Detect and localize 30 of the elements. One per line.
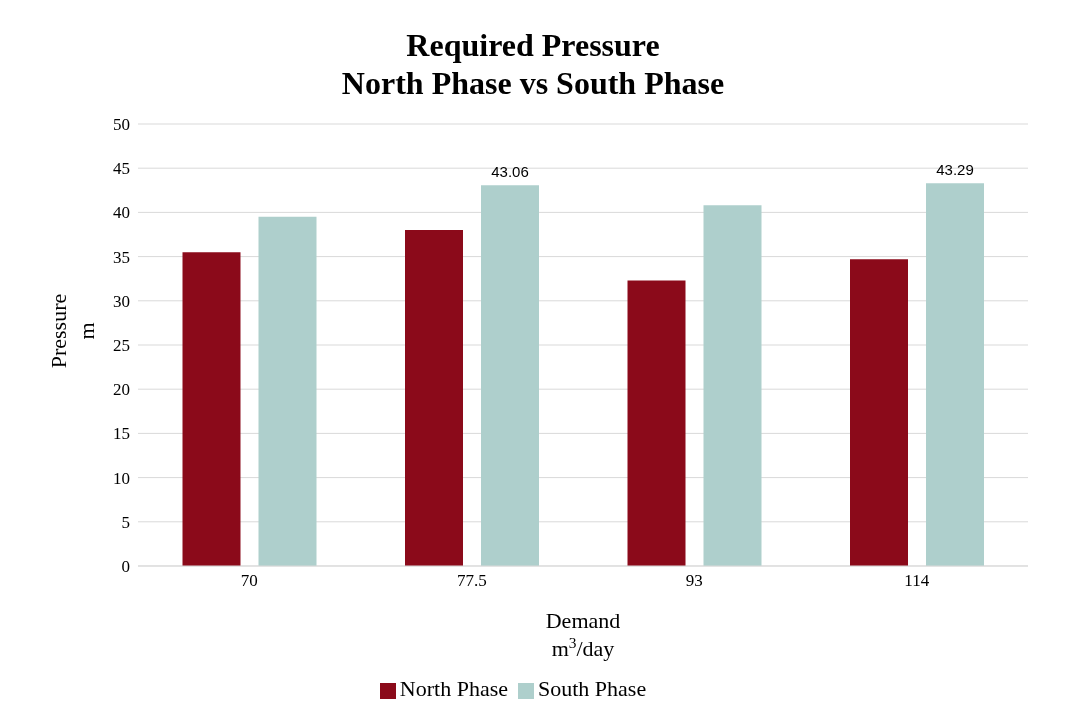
bar [850, 259, 908, 566]
y-tick-label: 25 [113, 336, 130, 356]
legend-label: North Phase [399, 676, 508, 701]
bar [182, 252, 241, 566]
y-tick-label: 5 [121, 512, 130, 532]
x-tick-label: 93 [685, 571, 703, 591]
bar [405, 230, 463, 566]
y-tick-label: 0 [121, 557, 130, 577]
x-axis-title: Demand m$^{3}$/day [545, 608, 621, 661]
y-axis-title: Pressure m [46, 293, 99, 369]
x-tick-label: 70 [240, 571, 258, 591]
bar [481, 185, 539, 566]
legend-label: South Phase [537, 676, 647, 701]
y-tick-label: 50 [113, 115, 130, 135]
x-tick-label: 77.5 [456, 571, 487, 591]
y-tick-label: 30 [113, 291, 130, 311]
y-tick-label: 10 [113, 468, 130, 488]
x-tick-label: 114 [904, 571, 930, 591]
data-label: 43.29 [936, 161, 974, 179]
chart-title: Required Pressure North Phase vs South Phase [340, 26, 726, 102]
bar [258, 216, 317, 566]
y-tick-label: 40 [113, 203, 130, 223]
y-tick-label: 35 [113, 247, 130, 267]
y-tick-label: 15 [113, 424, 130, 444]
y-tick-label: 20 [113, 380, 130, 400]
data-label: 43.06 [491, 163, 529, 181]
bar [627, 280, 686, 566]
bar [703, 205, 762, 566]
bar [926, 183, 984, 566]
y-tick-label: 45 [113, 159, 130, 179]
